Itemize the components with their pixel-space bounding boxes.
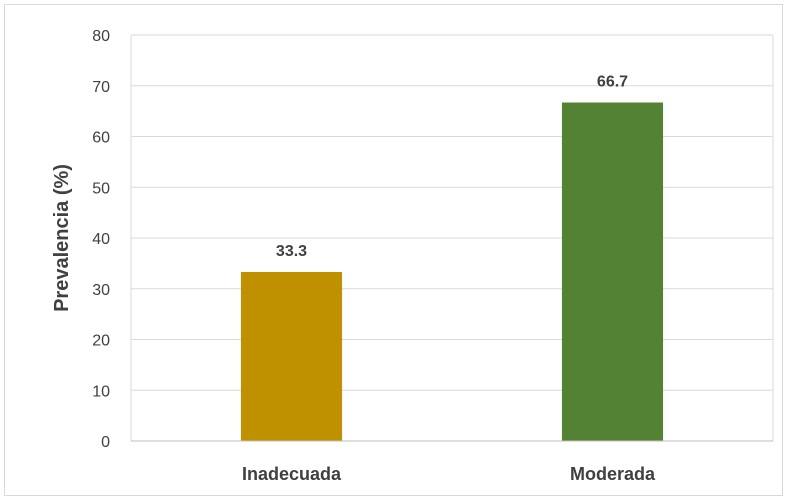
bar-moderada <box>561 102 664 441</box>
data-labels: 33.3 66.7 <box>276 73 628 260</box>
y-tick-label-50: 50 <box>92 180 110 197</box>
y-tick-label-0: 0 <box>101 434 110 451</box>
data-label-moderada: 66.7 <box>597 73 628 90</box>
y-tick-label-60: 60 <box>92 130 110 147</box>
x-tick-label-inadecuada: Inadecuada <box>242 464 342 484</box>
data-label-inadecuada: 33.3 <box>276 243 307 260</box>
y-tick-label-70: 70 <box>92 79 110 96</box>
bars <box>240 102 664 441</box>
grid-lines <box>130 34 774 441</box>
y-tick-label-40: 40 <box>92 231 110 248</box>
y-tick-label-30: 30 <box>92 282 110 299</box>
y-axis-ticks: 0 10 20 30 40 50 60 70 80 <box>92 28 110 451</box>
x-axis-categories: Inadecuada Moderada <box>242 464 656 484</box>
y-tick-label-10: 10 <box>92 383 110 400</box>
y-tick-label-80: 80 <box>92 28 110 45</box>
bar-inadecuada <box>240 272 343 441</box>
y-tick-label-20: 20 <box>92 333 110 350</box>
y-axis-title: Prevalencia (%) <box>51 164 73 312</box>
x-tick-label-moderada: Moderada <box>570 464 656 484</box>
